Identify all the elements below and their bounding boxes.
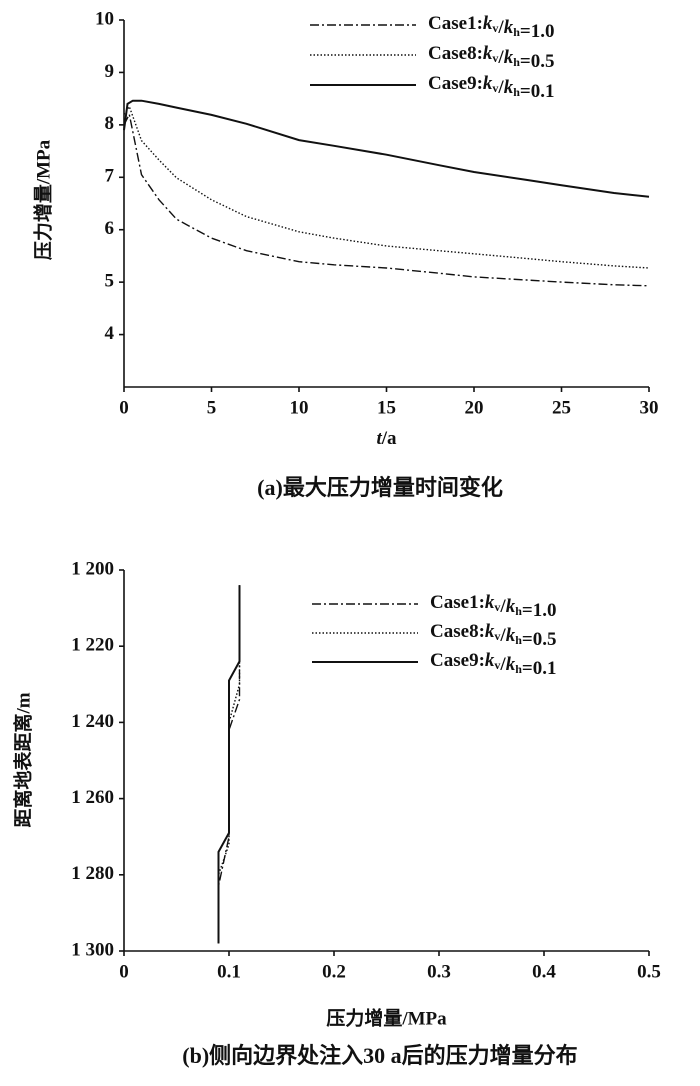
y-axis-label: 压力增量/MPa (31, 139, 54, 260)
x-tick-label: 30 (640, 397, 659, 418)
y-axis-label: 距离地表距离/m (11, 692, 34, 827)
y-tick-label: 4 (105, 323, 115, 344)
legend-label: Case8:kv/kh=0.5 (430, 621, 556, 650)
x-tick-label: 0.4 (532, 961, 556, 982)
y-tick-label: 6 (105, 218, 115, 239)
series-line (123, 112, 650, 287)
y-tick-label: 1 280 (71, 863, 114, 884)
y-tick-label: 1 240 (71, 711, 114, 732)
x-tick-label: 0.2 (322, 961, 346, 982)
x-tick-label: 15 (377, 397, 396, 418)
y-tick-label: 1 300 (71, 939, 114, 960)
y-tick-label: 1 200 (71, 558, 114, 579)
y-tick-label: 5 (105, 271, 115, 292)
legend-label: Case1:kv/kh=1.0 (430, 592, 556, 621)
legend-label: Case9:kv/kh=0.1 (428, 73, 554, 102)
caption: (b)侧向边界处注入30 a后的压力增量分布 (182, 1043, 577, 1068)
series-line (217, 585, 241, 944)
y-tick-label: 7 (105, 166, 115, 187)
legend-label: Case1:kv/kh=1.0 (428, 13, 554, 42)
y-tick-label: 8 (105, 113, 115, 134)
x-axis-label: 压力增量/MPa (326, 1006, 447, 1029)
series-line (123, 104, 650, 269)
y-tick-label: 9 (105, 61, 115, 82)
x-tick-label: 0.5 (637, 961, 661, 982)
y-tick-label: 1 260 (71, 787, 114, 808)
legend-label: Case8:kv/kh=0.5 (428, 43, 554, 72)
legend-label: Case9:kv/kh=0.1 (430, 650, 556, 679)
y-tick-label: 10 (95, 8, 114, 29)
y-tick-label: 1 220 (71, 635, 114, 656)
x-tick-label: 0.1 (217, 961, 241, 982)
x-tick-label: 5 (207, 397, 217, 418)
x-tick-label: 25 (552, 397, 571, 418)
caption: (a)最大压力增量时间变化 (257, 475, 503, 500)
x-tick-label: 10 (290, 397, 309, 418)
x-tick-label: 0 (119, 961, 129, 982)
x-tick-label: 20 (465, 397, 484, 418)
x-tick-label: 0.3 (427, 961, 451, 982)
series-line (123, 99, 650, 198)
x-tick-label: 0 (119, 397, 129, 418)
x-axis-label: t/a (376, 428, 397, 449)
